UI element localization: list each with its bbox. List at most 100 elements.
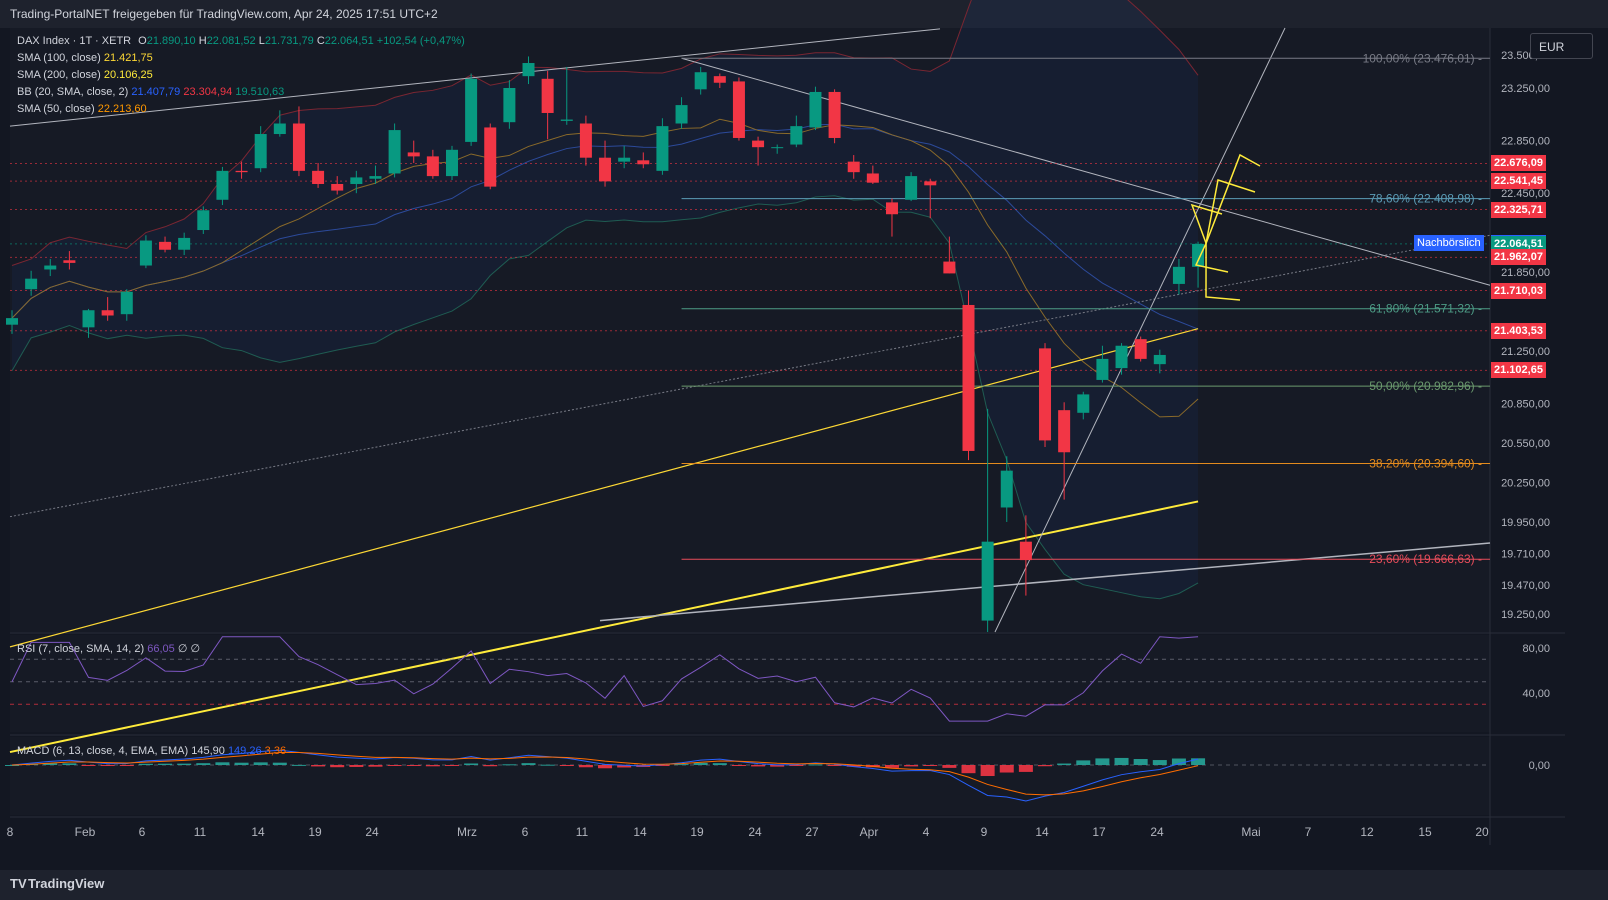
legend-sma50: SMA (50, close) 22.213,60 <box>17 103 147 115</box>
macd-tick-0: 0,00 <box>1529 760 1550 772</box>
macd-hist-bar-16 <box>311 765 326 767</box>
candle-body-57 <box>1096 358 1109 380</box>
time-tick-18: 17 <box>1092 825 1106 839</box>
macd-hist-bar-32 <box>617 765 632 768</box>
candle-body-5 <box>101 310 114 316</box>
candle-body-14 <box>273 123 286 135</box>
rsi-value: 66,05 <box>147 643 175 655</box>
projection-arrow-1 <box>1205 179 1256 244</box>
candle-body-62 <box>1192 243 1205 267</box>
fib-label-4: 38,20% (20.394,60) - <box>1369 456 1482 470</box>
rsi-tick-1: 40,00 <box>1522 688 1550 700</box>
macd-hist-value: 3,36 <box>264 745 287 757</box>
price-pane <box>10 28 1490 632</box>
currency-button[interactable]: EUR <box>1530 33 1593 59</box>
time-tick-10: 14 <box>633 825 647 839</box>
price-tick-9: 19.950,00 <box>1501 517 1550 529</box>
fib-label-5: 23,60% (19.666,63) - <box>1369 552 1482 566</box>
candle-body-61 <box>1172 266 1185 284</box>
macd-hist-bar-17 <box>330 765 345 768</box>
candle-body-17 <box>331 183 344 191</box>
dax-chart[interactable]: 100,00% (23.476,01) - 78,60% (22.408,98) … <box>0 0 1608 870</box>
legend-close: 22.064,51 <box>324 35 374 47</box>
candle-body-7 <box>139 240 152 266</box>
candle-body-51 <box>981 541 994 621</box>
candle-body-13 <box>254 134 267 169</box>
time-tick-4: 14 <box>251 825 265 839</box>
candle-body-10 <box>197 210 210 231</box>
projection-arrow-0 <box>1205 153 1261 244</box>
legend-change: +102,54 (+0,47%) <box>376 35 465 47</box>
price-tick-6: 20.850,00 <box>1501 399 1550 411</box>
trendline-steep <box>994 27 1286 633</box>
time-tick-8: 6 <box>522 825 529 839</box>
legend-low: 21.731,79 <box>264 35 314 47</box>
fib-label-3: 50,00% (20.982,96) - <box>1369 379 1482 393</box>
tradingview-brand: TradingView <box>28 876 105 891</box>
legend-o-label: O <box>138 35 147 47</box>
time-tick-13: 27 <box>805 825 819 839</box>
price-badge-1: 22.541,45 <box>1491 173 1546 190</box>
candle-body-50 <box>962 304 975 451</box>
macd-hist-bar-23 <box>444 765 459 766</box>
macd-hist-bar-6 <box>119 765 134 766</box>
macd-hist-bar-59 <box>1133 759 1148 765</box>
candle-body-39 <box>752 140 765 148</box>
candle-body-15 <box>292 123 305 171</box>
candle-body-19 <box>369 176 382 179</box>
macd-hist-bar-57 <box>1095 758 1110 765</box>
candle-body-18 <box>350 177 363 184</box>
time-tick-0: 8 <box>7 825 14 839</box>
bb-lower-value: 19.510,63 <box>235 86 285 98</box>
macd-hist-bar-24 <box>464 763 479 765</box>
macd-hist-bar-20 <box>387 765 402 766</box>
macd-hist-bar-8 <box>158 763 173 765</box>
price-tick-8: 20.250,00 <box>1501 478 1550 490</box>
top-bar: Trading-PortalNET freigegeben für Tradin… <box>0 0 1608 28</box>
candle-body-54 <box>1039 348 1052 441</box>
bottom-bar: TVTradingView <box>0 870 1608 900</box>
projection-arrow-4 <box>1205 243 1241 301</box>
legend-h-label: H <box>198 35 207 47</box>
rsi-tick-0: 80,00 <box>1522 643 1550 655</box>
price-badge-7: 21.403,53 <box>1491 322 1546 339</box>
sma200-label: SMA (200, close) <box>17 69 101 81</box>
candle-body-33 <box>637 160 650 165</box>
candle-body-53 <box>1019 541 1032 561</box>
rsi-na-2: ∅ <box>190 643 201 655</box>
macd-hist-bar-58 <box>1114 757 1129 765</box>
tradingview-logo[interactable]: TVTradingView <box>10 876 104 891</box>
sma200-value: 20.106,25 <box>103 69 153 81</box>
time-tick-23: 15 <box>1418 825 1432 839</box>
macd-hist-bar-49 <box>942 765 957 768</box>
macd-hist-bar-43 <box>827 765 842 766</box>
price-badge-4: 22.064,51 <box>1491 235 1546 252</box>
legend-main: DAX Index · 1T · XETR O21.890,10 H22.081… <box>17 35 465 47</box>
candle-body-38 <box>732 81 745 138</box>
price-badge-8: 21.102,65 <box>1491 362 1546 379</box>
macd-hist-bar-62 <box>1191 758 1206 765</box>
candle-body-55 <box>1058 410 1071 453</box>
price-tick-5: 21.250,00 <box>1501 346 1550 358</box>
macd-hist-bar-19 <box>368 765 383 767</box>
macd-hist-bar-54 <box>1038 765 1053 767</box>
candle-body-0 <box>6 318 18 325</box>
price-tick-12: 19.250,00 <box>1501 609 1550 621</box>
macd-hist-bar-53 <box>1018 765 1033 772</box>
candle-body-31 <box>599 157 612 182</box>
macd-hist-bar-0 <box>5 765 19 766</box>
candle-body-43 <box>828 91 841 138</box>
macd-hist-bar-7 <box>138 763 153 765</box>
candle-body-8 <box>159 241 172 250</box>
legend-sma100: SMA (100, close) 21.421,75 <box>17 52 153 64</box>
macd-hist-bar-12 <box>234 762 249 765</box>
macd-hist-bar-27 <box>521 763 536 765</box>
macd-hist-bar-34 <box>655 765 670 766</box>
macd-hist-bar-51 <box>980 765 995 777</box>
legend-high: 22.081,52 <box>206 35 256 47</box>
macd-hist-bar-30 <box>578 765 593 768</box>
macd-hist-bar-22 <box>425 765 440 767</box>
price-tick-11: 19.470,00 <box>1501 580 1550 592</box>
time-tick-2: 6 <box>139 825 146 839</box>
macd-hist-bar-48 <box>923 765 938 766</box>
